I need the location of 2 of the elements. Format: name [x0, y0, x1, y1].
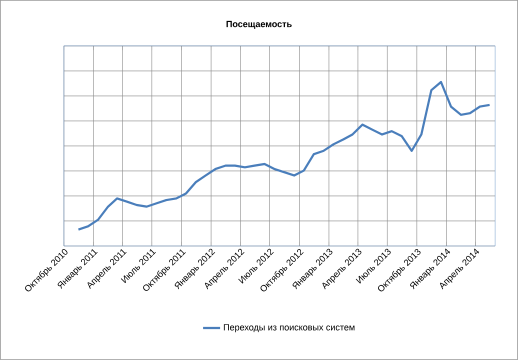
legend-label: Переходы из поисковых систем — [224, 324, 354, 332]
chart-title: Посещаемость — [226, 20, 292, 29]
